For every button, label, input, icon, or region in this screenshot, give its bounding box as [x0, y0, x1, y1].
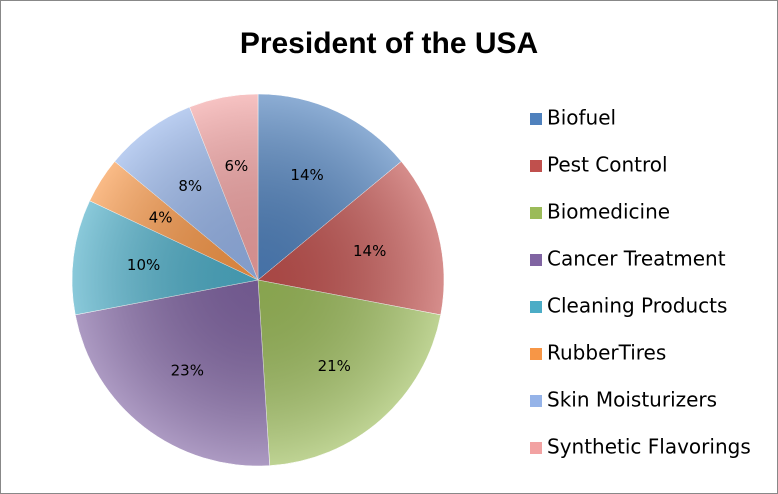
legend-label: Synthetic Flavorings	[547, 435, 751, 459]
legend-label: Cancer Treatment	[547, 247, 726, 271]
legend-label: Pest Control	[547, 153, 668, 177]
legend-label: Biomedicine	[547, 200, 670, 224]
pie	[71, 93, 445, 467]
legend-swatch	[530, 301, 542, 313]
legend-swatch	[530, 348, 542, 360]
legend-label: Cleaning Products	[547, 294, 727, 318]
data-label: 8%	[178, 177, 202, 195]
chart-title: President of the USA	[240, 27, 538, 60]
legend-label: Biofuel	[547, 106, 616, 130]
legend-label: RubberTires	[547, 341, 666, 365]
legend-swatch	[530, 254, 542, 266]
legend: Biofuel Pest Control Biomedicine Cancer Tre…	[530, 106, 751, 459]
legend-swatch	[530, 160, 542, 172]
data-labels: 14% 14% 21% 23% 10% 4% 8% 6%	[127, 157, 386, 379]
data-label: 14%	[290, 166, 323, 184]
data-label: 14%	[353, 242, 386, 260]
data-label: 23%	[171, 362, 204, 380]
legend-swatch	[530, 113, 542, 125]
data-label: 4%	[149, 209, 173, 227]
legend-swatch	[530, 207, 542, 219]
data-label: 6%	[224, 157, 248, 175]
legend-swatch	[530, 442, 542, 454]
data-label: 21%	[318, 357, 351, 375]
legend-label: Skin Moisturizers	[547, 388, 717, 412]
data-label: 10%	[127, 256, 160, 274]
legend-swatch	[530, 395, 542, 407]
